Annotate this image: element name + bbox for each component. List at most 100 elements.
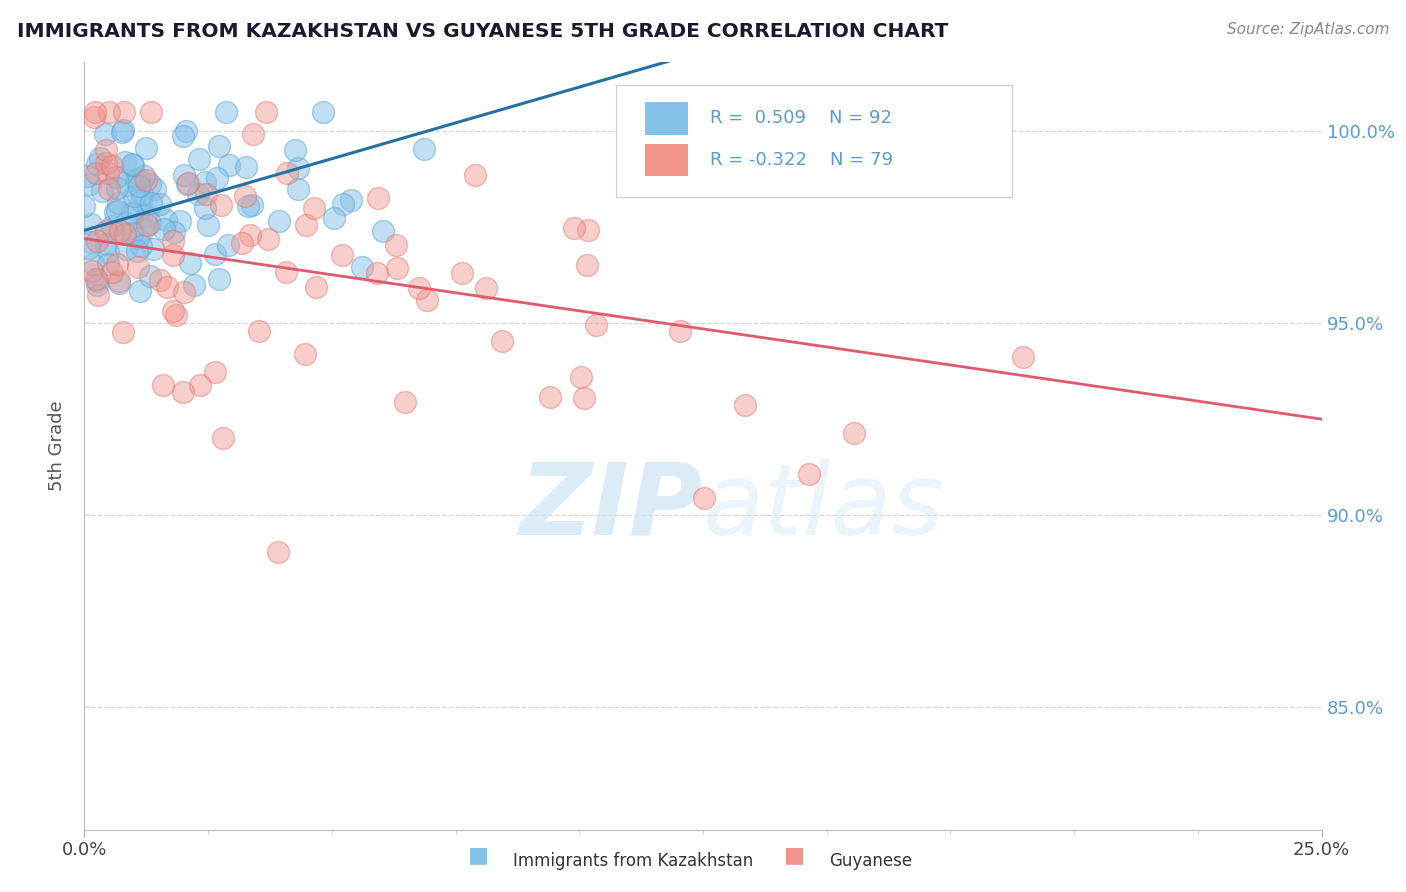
Point	[149, 197, 172, 211]
Point	[267, 545, 290, 559]
Point	[162, 234, 184, 248]
Text: Source: ZipAtlas.com: Source: ZipAtlas.com	[1226, 22, 1389, 37]
Point	[131, 186, 153, 201]
Point	[385, 237, 408, 252]
Point	[475, 281, 498, 295]
Point	[176, 178, 198, 192]
Point	[107, 195, 129, 210]
Point	[538, 391, 561, 405]
Point	[267, 214, 290, 228]
Point	[97, 166, 120, 180]
Point	[208, 272, 231, 286]
Point	[242, 127, 264, 141]
Point	[89, 151, 111, 165]
Point	[76, 169, 98, 183]
Point	[173, 168, 195, 182]
Point	[115, 178, 138, 192]
Point	[80, 217, 103, 231]
Point	[129, 194, 152, 208]
Point	[105, 181, 128, 195]
Point	[121, 205, 143, 219]
Point	[585, 318, 607, 332]
Point	[162, 248, 184, 262]
Point	[80, 235, 103, 249]
Point	[86, 157, 108, 171]
Point	[134, 221, 156, 235]
Point	[86, 234, 108, 248]
Text: Immigrants from Kazakhstan: Immigrants from Kazakhstan	[513, 852, 754, 870]
Point	[254, 105, 277, 120]
Point	[94, 143, 117, 157]
Point	[128, 284, 150, 298]
Point	[128, 179, 150, 194]
Point	[155, 213, 177, 227]
Point	[276, 265, 298, 279]
Point	[104, 205, 127, 219]
Point	[242, 198, 264, 212]
Point	[464, 168, 486, 182]
Point	[366, 267, 388, 281]
Point	[693, 491, 716, 506]
Point	[413, 142, 436, 156]
Point	[217, 238, 239, 252]
Point	[173, 285, 195, 299]
Point	[322, 211, 344, 226]
Point	[115, 216, 138, 230]
Point	[108, 274, 131, 288]
Point	[162, 304, 184, 318]
Point	[101, 159, 124, 173]
Point	[165, 308, 187, 322]
Point	[98, 105, 121, 120]
Point	[94, 236, 117, 251]
Point	[100, 265, 122, 279]
Point	[187, 152, 209, 166]
Point	[149, 273, 172, 287]
Point	[82, 257, 104, 271]
Point	[87, 288, 110, 302]
Point	[135, 209, 157, 223]
Point	[294, 219, 316, 233]
Point	[143, 182, 166, 196]
Point	[84, 105, 107, 120]
Point	[121, 226, 143, 240]
Point	[142, 242, 165, 256]
Point	[276, 166, 298, 180]
Point	[195, 187, 218, 202]
Point	[139, 195, 162, 210]
Point	[204, 247, 226, 261]
Point	[139, 105, 162, 120]
Point	[209, 198, 232, 212]
Point	[174, 124, 197, 138]
Point	[179, 255, 201, 269]
Text: ■: ■	[785, 846, 804, 865]
Point	[135, 173, 157, 187]
FancyBboxPatch shape	[616, 86, 1012, 197]
Point	[114, 227, 136, 241]
Point	[82, 264, 104, 278]
Y-axis label: 5th Grade: 5th Grade	[48, 401, 66, 491]
Point	[110, 224, 132, 238]
Point	[91, 184, 114, 198]
Point	[97, 245, 120, 260]
Point	[172, 129, 194, 144]
Text: ZIP: ZIP	[520, 458, 703, 556]
Point	[1012, 350, 1035, 364]
Point	[367, 191, 389, 205]
Point	[94, 224, 117, 238]
Point	[152, 378, 174, 392]
Point	[83, 110, 105, 124]
Point	[204, 365, 226, 379]
Point	[127, 260, 149, 274]
Point	[194, 175, 217, 189]
Point	[350, 260, 373, 274]
Point	[135, 140, 157, 154]
Point	[569, 370, 592, 384]
Point	[257, 232, 280, 246]
Text: R = -0.322    N = 79: R = -0.322 N = 79	[710, 151, 893, 169]
Point	[112, 325, 135, 339]
Point	[156, 279, 179, 293]
Point	[86, 273, 108, 287]
Point	[371, 224, 394, 238]
Point	[73, 199, 96, 213]
Point	[842, 425, 865, 440]
